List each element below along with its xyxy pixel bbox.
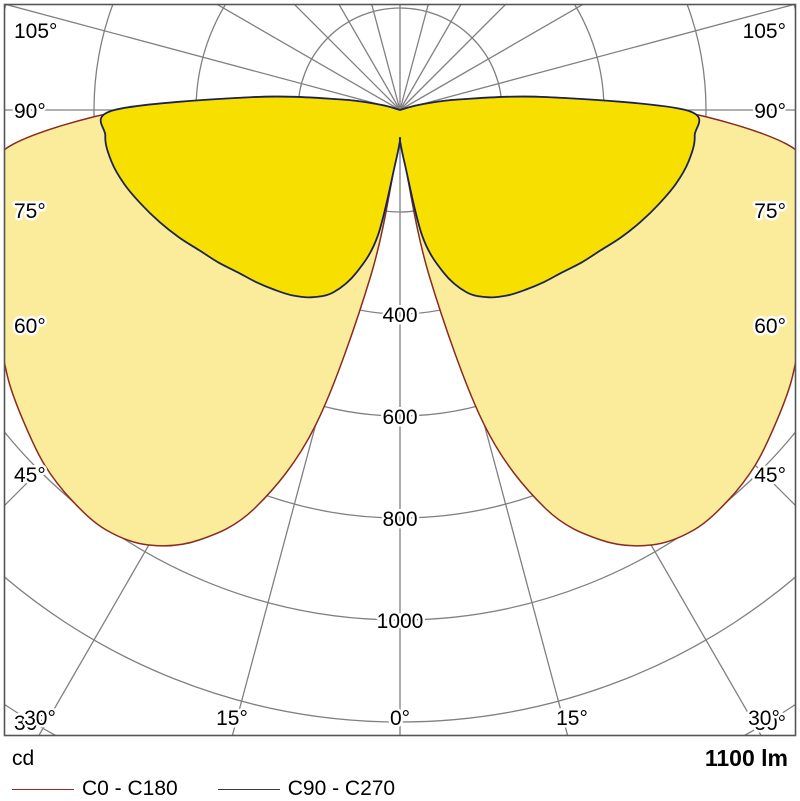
legend-item-c0-c180[interactable]: C0 - C180 (12, 777, 178, 801)
angle-label-bottom-2-halo: 0° (390, 707, 410, 730)
legend-label-c0-c180: C0 - C180 (82, 777, 178, 800)
total-luminous-flux: 1100 lm (704, 745, 788, 771)
angle-label-bottom-4-halo: 30° (748, 707, 780, 730)
unit-label: cd (12, 747, 35, 770)
angle-label-left-3: 60° (14, 315, 46, 338)
legend-item-c90-c270[interactable]: C90 - C270 (217, 777, 396, 801)
angle-label-bottom-0-halo: 30° (24, 707, 56, 730)
distribution-curves (4, 95, 796, 547)
angle-label-right-0-halo: 105° (743, 20, 786, 43)
angle-label-left-4: 45° (14, 464, 46, 487)
angle-label-right-5-halo: 30° (754, 712, 786, 735)
angle-label-left-4-halo: 45° (14, 464, 46, 487)
angle-label-bottom-3: 15° (556, 707, 588, 730)
angle-label-right-3: 60° (754, 315, 786, 338)
radial-label-400: 400 (382, 304, 417, 327)
radial-label-800: 800 (382, 508, 417, 531)
angle-label-left-1: 90° (14, 100, 46, 123)
curve-c90-c270 (99, 95, 701, 299)
angle-label-left-2-halo: 75° (14, 200, 46, 223)
angle-label-left-3-halo: 60° (14, 315, 46, 338)
angle-label-left-0-halo: 105° (14, 20, 57, 43)
radial-label-800-halo: 800 (382, 508, 417, 531)
grid-spoke (399, 4, 507, 111)
angle-label-bottom-1-halo: 15° (216, 707, 248, 730)
angle-label-left-1-halo: 90° (14, 100, 46, 123)
angle-label-left-5: 30° (14, 712, 46, 735)
angle-label-bottom-1: 15° (216, 707, 248, 730)
legend-label-c90-c270: C90 - C270 (287, 777, 396, 800)
grid-spoke (293, 4, 401, 111)
angle-label-right-3-halo: 60° (754, 315, 786, 338)
legend-swatch-c90-c270 (217, 788, 280, 790)
angle-label-bottom-4: 30° (748, 707, 780, 730)
angle-label-right-1: 90° (754, 100, 786, 123)
angle-label-left-2: 75° (14, 200, 46, 223)
grid-spoke (4, 4, 401, 111)
legend-swatch-c0-c180 (12, 788, 74, 790)
angle-label-right-4: 45° (754, 464, 786, 487)
angle-label-right-0: 105° (743, 20, 786, 43)
grid-spoke (215, 4, 401, 111)
plot-frame (3, 3, 797, 737)
angle-label-right-1-halo: 90° (754, 100, 786, 123)
angle-label-left-5-halo: 30° (14, 712, 46, 735)
angle-label-right-2-halo: 75° (754, 200, 786, 223)
radial-label-600-halo: 600 (382, 406, 417, 429)
angle-label-bottom-0: 30° (24, 707, 56, 730)
angle-label-right-5: 30° (754, 712, 786, 735)
radial-label-600: 600 (382, 406, 417, 429)
chart-legend: C0 - C180 C90 - C270 (12, 777, 435, 801)
grid-spoke (399, 4, 796, 111)
grid-spoke (399, 4, 585, 111)
radial-label-400-halo: 400 (382, 304, 417, 327)
angle-label-bottom-2: 0° (390, 707, 410, 730)
radial-label-1000: 1000 (377, 610, 424, 633)
axis-labels: 105°105°90°90°75°75°60°60°45°45°30°30°10… (12, 18, 789, 738)
angle-label-right-2: 75° (754, 200, 786, 223)
radial-label-1000-halo: 1000 (377, 610, 424, 633)
angle-label-right-4-halo: 45° (754, 464, 786, 487)
chart-footer: cd 1100 lm C0 - C180 C90 - C270 (0, 741, 800, 800)
angle-label-left-0: 105° (14, 20, 57, 43)
angle-label-bottom-3-halo: 15° (556, 707, 588, 730)
